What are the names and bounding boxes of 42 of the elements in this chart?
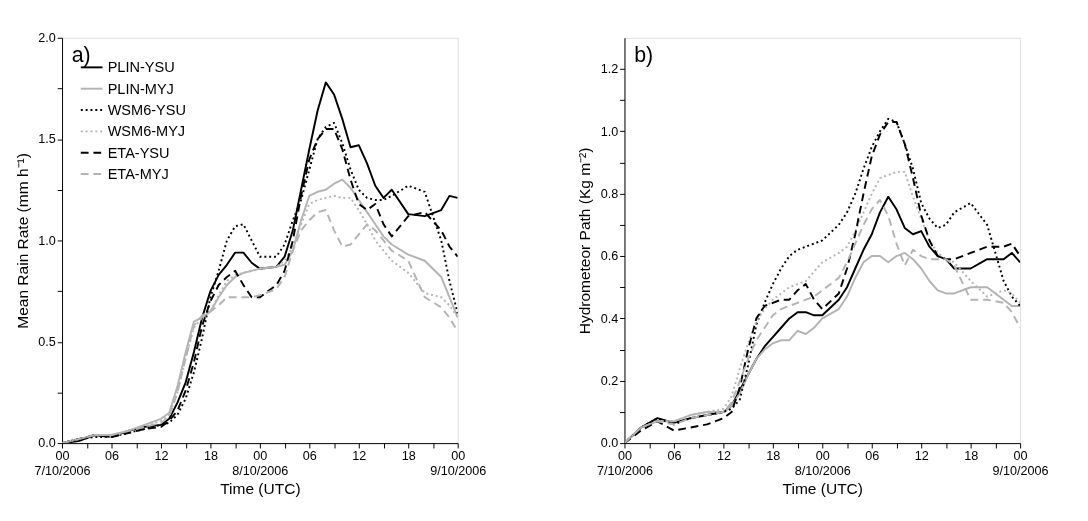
- x-tick-label: 06: [667, 449, 682, 464]
- x-tick-label: 00 7/10/2006: [34, 449, 91, 478]
- x-tick-label: 18: [964, 449, 979, 464]
- y-tick-label: 0.5: [38, 335, 56, 350]
- y-axis-title: Mean Rain Rate (mm h⁻¹): [13, 153, 31, 329]
- legend-label: ETA-MYJ: [107, 165, 169, 182]
- x-axis-title: Time (UTC): [220, 480, 301, 498]
- x-tick-label: 18: [401, 449, 416, 464]
- x-tick-label: 12: [154, 449, 169, 464]
- legend-label: PLIN-YSU: [107, 59, 175, 76]
- x-tick-label: 00 8/10/2006: [232, 449, 289, 478]
- x-tick-label: 12: [352, 449, 367, 464]
- y-tick-label: 0.8: [600, 187, 619, 202]
- x-tick-label: 12: [716, 449, 731, 464]
- legend-label: WSM6-MYJ: [107, 123, 186, 140]
- y-tick-label: 0.4: [600, 311, 619, 326]
- x-axis-title: Time (UTC): [782, 480, 863, 498]
- x-tick-label: 00 9/10/2006: [430, 449, 487, 478]
- y-tick-label: 0.0: [600, 436, 619, 451]
- x-tick-label: 06: [302, 449, 317, 464]
- x-tick-label: 12: [914, 449, 929, 464]
- y-tick-label: 1.0: [600, 124, 619, 139]
- x-tick-label: 06: [865, 449, 880, 464]
- y-tick-label: 0.0: [38, 436, 56, 451]
- legend-label: PLIN-MYJ: [107, 80, 174, 97]
- y-axis-title: Hydrometeor Path (Kg m⁻²): [575, 147, 593, 335]
- x-tick-label: 18: [203, 449, 218, 464]
- y-tick-label: 0.6: [600, 249, 619, 264]
- x-tick-label: 18: [766, 449, 781, 464]
- legend-label: ETA-YSU: [107, 144, 170, 161]
- x-tick-label: 00 8/10/2006: [794, 449, 851, 478]
- annotation: a): [71, 43, 91, 68]
- y-tick-label: 0.2: [600, 374, 619, 389]
- x-tick-label: 06: [104, 449, 120, 464]
- y-tick-label: 1.2: [600, 62, 619, 77]
- legend-label: WSM6-YSU: [107, 101, 186, 118]
- x-tick-label: 00 9/10/2006: [992, 449, 1049, 478]
- annotation: b): [634, 43, 654, 68]
- x-tick-label: 00 7/10/2006: [596, 449, 653, 478]
- y-tick-label: 2.0: [38, 31, 56, 46]
- y-tick-label: 1.5: [38, 132, 56, 147]
- y-tick-label: 1.0: [38, 233, 56, 248]
